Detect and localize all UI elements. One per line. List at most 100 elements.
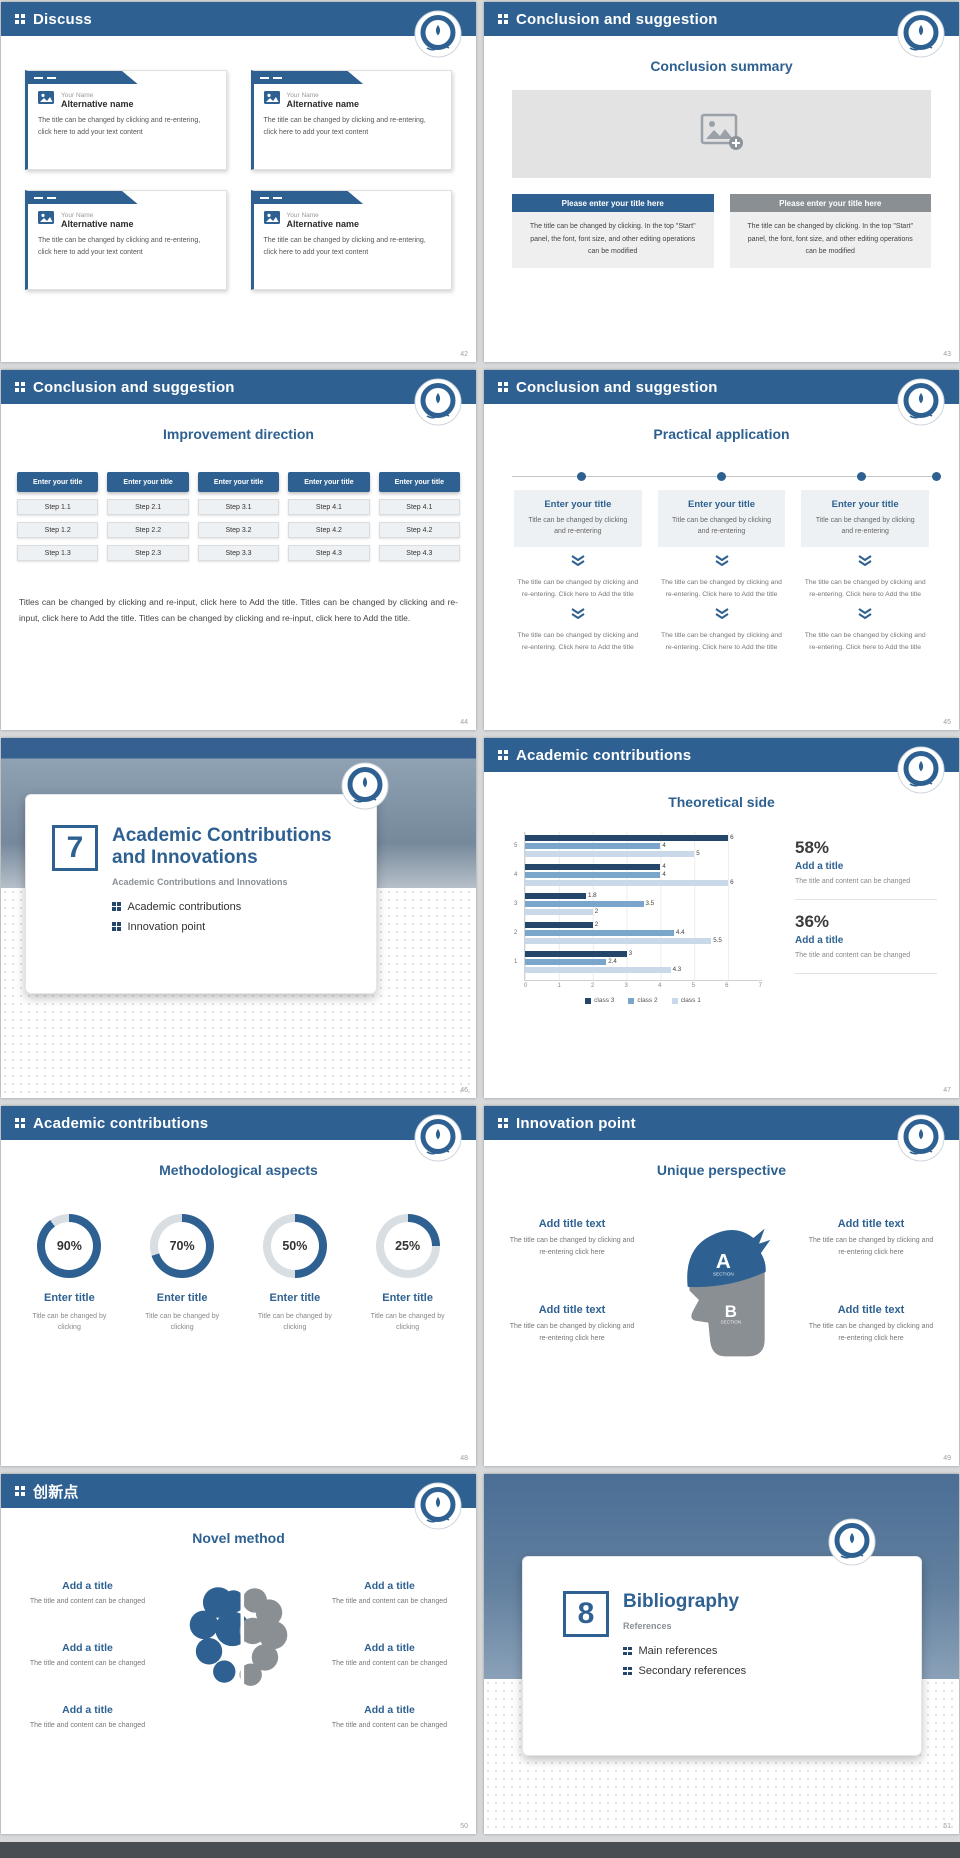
double-chevron-down-icon — [714, 553, 729, 571]
legend-swatch — [671, 997, 678, 1004]
flow-text: The title can be changed by clicking and… — [804, 632, 926, 652]
flow-column-1: Enter your title Title can be changed by… — [514, 490, 642, 654]
page-number: 43 — [943, 351, 951, 358]
summary-column-right: Please enter your title here The title c… — [729, 194, 931, 268]
chart-plot-area: 5 6 4 5 4 4 4 6 3 1.8 — [514, 832, 762, 981]
legend-label: class 2 — [637, 997, 658, 1004]
slide-thumbnail-section-8-cover[interactable]: 8 Bibliography References Main reference… — [484, 1474, 959, 1834]
step-box: Step 4.2 — [378, 522, 461, 538]
step-column-3: Enter your title Step 3.1 Step 3.2 Step … — [197, 472, 280, 561]
grid-dots-icon — [498, 1118, 508, 1128]
donut-percent: 70% — [169, 1239, 195, 1253]
block-body: The title can be changed by clicking and… — [808, 1237, 934, 1256]
bar — [525, 851, 695, 857]
stat-label: Add a title — [795, 935, 844, 947]
legend-label: class 3 — [594, 997, 615, 1004]
page-number: 44 — [460, 719, 468, 726]
name-card: Your Name Alternative name The title can… — [250, 190, 452, 290]
bar — [525, 967, 671, 973]
section-number: 7 — [52, 825, 98, 871]
donut-item: 25% Enter title Title can be changed by … — [351, 1214, 464, 1333]
title-button: Enter your title — [378, 472, 461, 492]
flow-title: Enter your title — [831, 499, 899, 510]
slide-thumbnail-conclusion-summary[interactable]: Conclusion and suggestion Conclusion sum… — [484, 2, 959, 362]
university-logo-icon — [414, 10, 462, 58]
slide-thumbnail-improvement-direction[interactable]: Conclusion and suggestion Improvement di… — [1, 370, 476, 730]
name-value: Alternative name — [286, 218, 360, 229]
slide-thumbnail-theoretical-side[interactable]: Academic contributions Theoretical side … — [484, 738, 959, 1098]
double-chevron-down-icon — [571, 606, 585, 624]
step-box: Step 3.2 — [197, 522, 280, 538]
slide-thumbnail-discuss[interactable]: Discuss Your Name Alternative name The t… — [1, 2, 476, 362]
bar — [525, 938, 712, 944]
donut-body: Title can be changed by clicking — [145, 1313, 220, 1332]
title-text-block: Add a title The title and content can be… — [25, 1580, 150, 1607]
page-number: 48 — [460, 1455, 468, 1462]
bottom-bar — [0, 1842, 960, 1858]
slide-subtitle: Theoretical side — [668, 794, 775, 810]
section-title: Academic Contributions and Innovations — [112, 825, 332, 868]
column-title-bar: Please enter your title here — [512, 194, 714, 212]
bar-value: 1.8 — [587, 891, 597, 899]
step-box: Step 4.3 — [288, 545, 370, 561]
section-b-word: SECTION — [720, 1320, 741, 1325]
folder-tab — [252, 191, 364, 204]
name-card: Your Name Alternative name The title can… — [25, 70, 227, 170]
brain-graphic — [179, 1574, 297, 1701]
name-label: Your Name — [286, 91, 319, 99]
slide-subtitle: Methodological aspects — [159, 1162, 318, 1178]
bar-value: 6 — [730, 878, 734, 886]
donut-ring-chart: 50% — [262, 1214, 327, 1278]
bar-value: 3.5 — [645, 899, 655, 907]
bar-value: 2 — [594, 920, 599, 928]
bar-value: 2 — [594, 907, 599, 915]
university-logo-icon — [341, 762, 389, 810]
stat-label: Add a title — [795, 861, 844, 872]
flow-text: The title can be changed by clicking and… — [661, 632, 782, 652]
slide-thumbnail-practical-application[interactable]: Conclusion and suggestion Practical appl… — [484, 370, 959, 730]
slide-thumbnail-unique-perspective[interactable]: Innovation point Unique perspective A SE… — [484, 1106, 959, 1466]
image-icon — [38, 91, 54, 109]
block-title: Add a title — [364, 1704, 415, 1716]
step-column-5: Enter your title Step 4.1 Step 4.2 Step … — [378, 472, 461, 561]
title-button: Enter your title — [107, 472, 189, 492]
donut-item: 70% Enter title Title can be changed by … — [126, 1214, 239, 1333]
slide-subtitle: Improvement direction — [163, 426, 314, 442]
donut-ring-chart: 70% — [150, 1214, 215, 1278]
slide-thumbnail-section-7-cover[interactable]: 7 Academic Contributions and Innovations… — [1, 738, 476, 1098]
bar-value: 4 — [662, 862, 666, 870]
slide-thumbnail-methodological-aspects[interactable]: Academic contributions Methodological as… — [1, 1106, 476, 1466]
title-text-block: Add title text The title can be changed … — [805, 1218, 937, 1259]
flow-text: The title can be changed by clicking and… — [517, 579, 639, 598]
grid-dots-icon — [623, 1666, 632, 1676]
card-body-text: The title can be changed by clicking and… — [263, 237, 426, 256]
block-body: The title and content can be changed — [29, 1722, 146, 1729]
block-title: Add title text — [538, 1304, 606, 1316]
donut-title: Enter title — [382, 1292, 433, 1304]
name-card: Your Name Alternative name The title can… — [250, 70, 452, 170]
column-body-text: The title can be changed by clicking. In… — [729, 212, 931, 268]
block-title: Add title text — [837, 1304, 905, 1316]
block-body: The title can be changed by clicking and… — [509, 1237, 635, 1256]
page-number: 46 — [460, 1087, 468, 1094]
slide-thumbnail-novel-method[interactable]: 创新点 Novel method Add a title The title a… — [1, 1474, 476, 1834]
title-button: Enter your title — [197, 472, 280, 492]
y-axis-label: 3 — [514, 901, 518, 907]
bar — [525, 843, 661, 849]
bar — [525, 872, 661, 878]
block-body: The title and content can be changed — [29, 1660, 146, 1667]
university-logo-icon — [897, 378, 945, 426]
title-text-block: Add title text The title can be changed … — [805, 1304, 937, 1345]
step-column-2: Enter your title Step 2.1 Step 2.2 Step … — [107, 472, 189, 561]
grid-dots-icon — [15, 1118, 25, 1128]
y-axis-label: 5 — [514, 843, 518, 849]
university-logo-icon — [897, 1114, 945, 1162]
card-body-text: The title can be changed by clicking and… — [38, 117, 201, 136]
university-logo-icon — [414, 1482, 462, 1530]
block-title: Add a title — [62, 1580, 113, 1592]
grid-dots-icon — [15, 382, 25, 392]
flow-title: Enter your title — [687, 499, 756, 510]
title-text-block: Add a title The title and content can be… — [327, 1704, 452, 1731]
timeline-dot — [717, 472, 726, 481]
